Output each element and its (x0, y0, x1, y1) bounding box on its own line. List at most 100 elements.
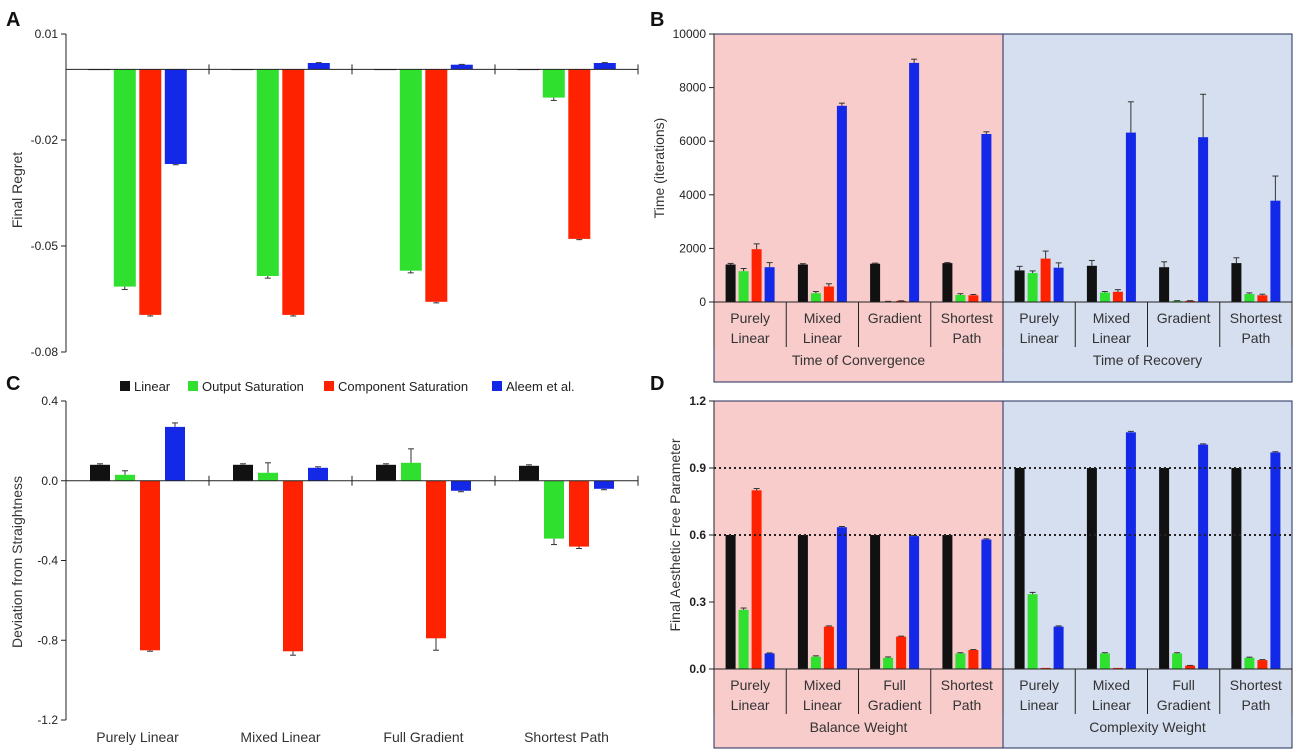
panel-c-bar-output-saturation-3 (544, 480, 564, 539)
panel-c-category-0: Purely Linear (96, 729, 179, 745)
panel-b-bar-aleem-et-al-0 (764, 267, 775, 302)
panel-b-category-7-line-1: Path (1241, 330, 1270, 346)
panel-d-group-label-1: Complexity Weight (1089, 719, 1206, 735)
panel-b-letter: B (650, 9, 664, 31)
panel-a-ytick-label-0: 0.01 (35, 27, 59, 41)
panel-d-group-label-0: Balance Weight (810, 719, 908, 735)
panel-c-bar-aleem-et-al-0 (165, 426, 185, 481)
panel-c-bar-aleem-et-al-3 (594, 480, 614, 489)
panel-b-bar-component-saturation-7 (1257, 295, 1268, 302)
panel-c-bar-output-saturation-0 (115, 474, 135, 481)
panel-d-bar-component-saturation-1 (823, 626, 834, 669)
panel-d-bar-component-saturation-7 (1257, 660, 1268, 669)
panel-b-bar-output-saturation-3 (955, 295, 966, 302)
panel-d-bar-linear-0 (725, 535, 736, 669)
panel-d-bar-linear-7 (1231, 468, 1242, 669)
panel-b-category-4-line-1: Linear (1020, 330, 1059, 346)
legend-swatch-aleem-et-al (492, 381, 502, 391)
panel-d-category-2-line-1: Gradient (868, 697, 922, 713)
panel-b-bar-linear-2 (870, 263, 881, 302)
legend-label-component-saturation: Component Saturation (338, 379, 468, 394)
panel-d-bar-linear-6 (1159, 468, 1170, 669)
panel-b-category-1-line-1: Linear (803, 330, 842, 346)
panel-c-category-3: Shortest Path (524, 729, 609, 745)
legend: Linear Output Saturation Component Saturat… (120, 379, 575, 394)
panel-d-bar-component-saturation-4 (1040, 667, 1051, 669)
panel-b-bar-component-saturation-1 (823, 286, 834, 302)
panel-d-bar-component-saturation-5 (1112, 667, 1123, 669)
panel-d-category-7-line-0: Shortest (1230, 677, 1282, 693)
panel-a-bar-output-saturation-2 (399, 69, 422, 271)
panel-d-bar-output-saturation-7 (1244, 657, 1255, 669)
panel-c-letter: C (6, 373, 20, 395)
panel-d-category-1-line-0: Mixed (804, 677, 841, 693)
panel-a-bar-component-saturation-2 (425, 69, 448, 302)
panel-d-bar-output-saturation-2 (883, 657, 894, 669)
panel-d-bar-aleem-et-al-1 (836, 527, 847, 669)
panel-c-category-2: Full Gradient (383, 729, 463, 745)
panel-c-ytick-label-1: 0.0 (41, 474, 58, 488)
panel-d-ytick-label-3: 0.9 (689, 461, 706, 475)
panel-d-bar-aleem-et-al-5 (1125, 432, 1136, 669)
legend-label-output-saturation: Output Saturation (202, 379, 304, 394)
panel-b-category-5-line-0: Mixed (1093, 310, 1130, 326)
panel-c-category-1: Mixed Linear (240, 729, 320, 745)
panel-b-ytick-label-0: 0 (699, 295, 706, 309)
panel-d-bar-output-saturation-5 (1099, 653, 1110, 669)
panel-b-category-3-line-1: Path (952, 330, 981, 346)
panel-a-ytick-label-2: -0.05 (31, 239, 59, 253)
panel-c-bar-component-saturation-2 (426, 480, 446, 639)
panel-b-bar-component-saturation-2 (896, 300, 907, 302)
panel-b-ytick-label-5: 10000 (673, 27, 707, 41)
panel-c-bar-output-saturation-1 (258, 472, 278, 481)
panel-a-ylabel: Final Regret (9, 152, 25, 228)
panel-c-bar-component-saturation-1 (283, 480, 303, 652)
panel-d-bar-component-saturation-3 (968, 650, 979, 669)
panel-d-category-7-line-1: Path (1241, 697, 1270, 713)
panel-b-bar-linear-0 (725, 264, 736, 302)
panel-b-category-7-line-0: Shortest (1230, 310, 1282, 326)
panel-b-bar-linear-3 (942, 263, 953, 302)
panel-b-group-label-1: Time of Recovery (1093, 352, 1202, 368)
panel-d-bar-output-saturation-3 (955, 653, 966, 669)
panel-d: 0.0 0.3 0.6 0.9 1.2 Purely Linear Mixed Linear F… (650, 373, 1293, 749)
panel-a-bar-component-saturation-3 (568, 69, 591, 239)
panel-d-ytick-label-4: 1.2 (689, 394, 706, 408)
panel-d-bar-aleem-et-al-2 (909, 536, 920, 669)
panel-b-category-5-line-1: Linear (1092, 330, 1131, 346)
panel-a-ytick-label-3: -0.08 (31, 345, 59, 359)
panel-d-category-6-line-0: Full (1172, 677, 1195, 693)
panel-d-bar-linear-5 (1086, 468, 1097, 669)
panel-b-category-1-line-0: Mixed (804, 310, 841, 326)
panel-b-bar-output-saturation-1 (810, 293, 821, 302)
panel-b-bar-linear-7 (1231, 263, 1242, 302)
panel-d-bar-component-saturation-0 (751, 490, 762, 669)
panel-d-bar-output-saturation-6 (1172, 653, 1183, 669)
legend-label-linear: Linear (134, 379, 171, 394)
panel-c-bar-linear-2 (376, 464, 396, 481)
panel-b-group-label-0: Time of Convergence (792, 352, 926, 368)
panel-c-bar-component-saturation-3 (569, 480, 589, 547)
panel-d-ytick-label-2: 0.6 (689, 528, 706, 542)
panel-a-bar-output-saturation-0 (113, 69, 136, 287)
panel-b-bar-component-saturation-4 (1040, 258, 1051, 302)
panel-d-bar-aleem-et-al-0 (764, 653, 775, 669)
panel-d-bar-aleem-et-al-6 (1198, 444, 1209, 669)
panel-d-category-0-line-1: Linear (731, 697, 770, 713)
legend-swatch-linear (120, 381, 130, 391)
panel-a: 0.01 -0.02 -0.05 -0.08 A Final Regret (6, 9, 639, 359)
panel-a-letter: A (6, 9, 20, 31)
panel-b-ylabel: Time (iterations) (651, 118, 667, 219)
panel-b-bar-component-saturation-6 (1185, 300, 1196, 302)
panel-b-bar-output-saturation-0 (738, 271, 749, 302)
panel-b-category-0-line-1: Linear (731, 330, 770, 346)
panel-b-bar-linear-1 (797, 264, 808, 302)
panel-b-bar-component-saturation-3 (968, 295, 979, 302)
panel-c: 0.4 0.0 -0.4 -0.8 -1.2 Purely Linear Mixed Li… (6, 373, 639, 745)
legend-swatch-component-saturation (324, 381, 334, 391)
panel-c-ytick-label-2: -0.4 (37, 554, 58, 568)
panel-c-ytick-label-3: -0.8 (37, 633, 58, 647)
panel-c-ylabel: Deviation from Straightness (9, 476, 25, 648)
panel-d-category-6-line-1: Gradient (1157, 697, 1211, 713)
